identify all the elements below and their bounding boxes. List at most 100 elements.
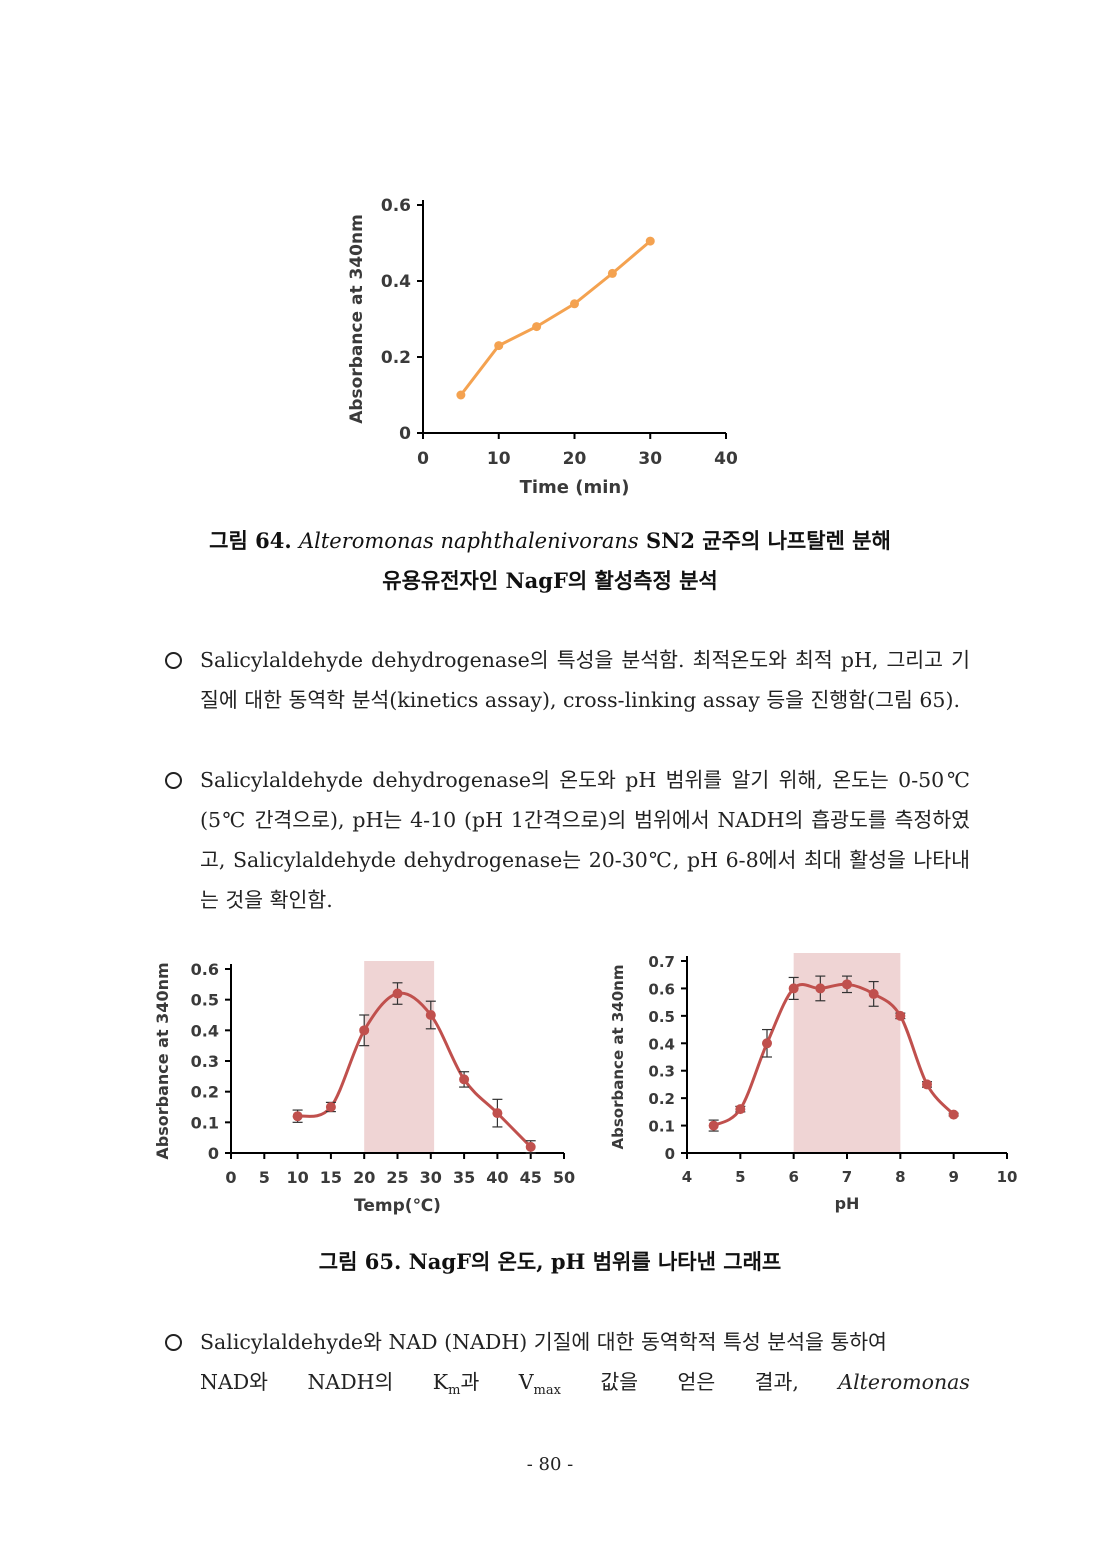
bullet-circle-icon xyxy=(165,1334,182,1351)
x-tick-label: 40 xyxy=(486,1168,508,1187)
vmax-term: Vmax xyxy=(518,1370,561,1399)
figure-64-caption-suffix: SN2 균주의 나프탈렌 분해 xyxy=(638,528,891,553)
y-tick-label: 0.4 xyxy=(191,1021,219,1040)
y-axis-label: Absorbance at 340nm xyxy=(347,214,367,424)
word-obtained: 얻은 xyxy=(677,1370,716,1394)
x-tick-label: 30 xyxy=(420,1168,442,1187)
series-line xyxy=(297,991,532,1148)
page-number: - 80 - xyxy=(526,1454,574,1475)
x-tick-label: 50 xyxy=(553,1168,575,1187)
ph-chart-svg: 0 0.1 0.2 0.3 0.4 0.5 0.6 0.7 4 5 6 7 8 9 10 pH Absorban… xyxy=(609,953,1018,1213)
x-tick-label: 20 xyxy=(563,449,587,469)
y-tick-label: 0.3 xyxy=(191,1052,219,1071)
y-axis-label: Absorbance at 340nm xyxy=(609,965,627,1150)
x-tick-label: 15 xyxy=(320,1168,342,1187)
x-tick-label: 0 xyxy=(225,1168,236,1187)
data-point xyxy=(868,988,879,999)
data-point xyxy=(392,988,403,999)
bullet-circle-icon xyxy=(165,772,182,789)
data-point xyxy=(292,1111,303,1122)
x-axis-label: Temp(℃) xyxy=(354,1196,441,1216)
bullet-circle-icon xyxy=(165,652,182,669)
paragraph-1: Salicylaldehyde dehydrogenase의 특성을 분석함. … xyxy=(165,640,970,720)
word-result: 결과, xyxy=(754,1370,799,1394)
word-value: 값을 xyxy=(600,1370,639,1394)
x-tick-label: 9 xyxy=(948,1168,958,1186)
figure-64-species: Alteromonas naphthalenivorans xyxy=(298,529,639,553)
paragraph-2: Salicylaldehyde dehydrogenase의 온도와 pH 범위… xyxy=(165,760,970,920)
y-tick-label: 0.6 xyxy=(191,960,219,979)
data-point xyxy=(425,1010,436,1020)
y-tick-label: 0.7 xyxy=(648,953,675,971)
x-axis-label: Time (min) xyxy=(520,477,630,498)
paragraph-3-line-1: Salicylaldehyde와 NAD (NADH) 기질에 대한 동역학적 … xyxy=(200,1330,887,1354)
y-tick-label: 0.6 xyxy=(381,196,411,216)
data-point xyxy=(570,299,579,309)
data-point xyxy=(359,1025,370,1036)
temperature-chart-svg: 0 0.1 0.2 0.3 0.4 0.5 0.6 0 5 10 15 20 25 30 35 40 45 50 T… xyxy=(153,960,575,1216)
y-tick-label: 0.4 xyxy=(381,272,411,292)
paragraph-3: Salicylaldehyde와 NAD (NADH) 기질에 대한 동역학적 … xyxy=(165,1322,970,1411)
data-point xyxy=(607,268,617,278)
x-tick-label: 0 xyxy=(417,449,429,469)
x-tick-label: 7 xyxy=(842,1168,852,1186)
y-tick-label: 0.2 xyxy=(191,1083,219,1102)
word-nadh: NADH의 xyxy=(307,1370,394,1394)
x-tick-label: 10 xyxy=(997,1168,1018,1186)
data-point xyxy=(492,1108,503,1119)
x-tick-label: 30 xyxy=(638,449,662,469)
y-tick-label: 0.4 xyxy=(648,1035,675,1053)
y-tick-label: 0 xyxy=(208,1144,219,1163)
word-nad: NAD와 xyxy=(200,1370,269,1394)
paragraph-1-text: Salicylaldehyde dehydrogenase의 특성을 분석함. … xyxy=(200,648,970,712)
paragraph-2-text: Salicylaldehyde dehydrogenase의 온도와 pH 범위… xyxy=(200,768,970,912)
y-tick-label: 0.2 xyxy=(648,1090,675,1108)
data-point xyxy=(459,1074,470,1085)
x-tick-label: 40 xyxy=(714,449,738,469)
data-point xyxy=(922,1079,932,1090)
time-course-chart: 0 0.2 0.4 0.6 0 10 20 30 40 Time (min) Absorbance … xyxy=(340,185,760,515)
data-point xyxy=(735,1104,746,1115)
figure-65-caption: 그림 65. NagF의 온도, pH 범위를 나타낸 그래프 xyxy=(318,1249,782,1274)
x-tick-label: 10 xyxy=(286,1168,308,1187)
data-point xyxy=(815,983,826,994)
y-tick-label: 0 xyxy=(399,424,411,444)
y-axis-label: Absorbance at 340nm xyxy=(153,962,172,1159)
data-point xyxy=(525,1141,536,1152)
paragraph-3-text: Salicylaldehyde와 NAD (NADH) 기질에 대한 동역학적 … xyxy=(200,1322,970,1411)
data-point xyxy=(325,1102,336,1112)
y-tick-label: 0.5 xyxy=(191,991,219,1010)
y-tick-label: 0 xyxy=(665,1145,675,1163)
series-line xyxy=(712,982,955,1127)
x-tick-label: 5 xyxy=(735,1168,745,1186)
x-tick-label: 5 xyxy=(259,1168,270,1187)
temperature-chart: 0 0.1 0.2 0.3 0.4 0.5 0.6 0 5 10 15 20 25 30 35 40 45 50 T… xyxy=(150,945,580,1225)
data-point xyxy=(708,1120,719,1131)
x-tick-label: 4 xyxy=(682,1168,692,1186)
paragraph-3-line-2: NAD와 NADH의 Km과 Vmax 값을 얻은 결과, Alteromona… xyxy=(200,1362,970,1411)
y-tick-label: 0.6 xyxy=(648,980,675,998)
y-tick-label: 0.5 xyxy=(648,1008,675,1026)
data-point xyxy=(494,341,504,351)
ph-chart: 0 0.1 0.2 0.3 0.4 0.5 0.6 0.7 4 5 6 7 8 9 10 pH Absorban… xyxy=(605,945,1035,1225)
data-point xyxy=(532,322,542,332)
figure-64-caption-prefix: 그림 64. xyxy=(209,528,299,553)
series-line xyxy=(459,239,652,396)
x-tick-label: 20 xyxy=(353,1168,375,1187)
x-tick-label: 10 xyxy=(487,449,511,469)
x-tick-label: 35 xyxy=(453,1168,475,1187)
y-tick-label: 0.2 xyxy=(381,348,411,368)
data-point xyxy=(895,1010,906,1021)
x-axis-label: pH xyxy=(835,1194,860,1213)
time-course-chart-svg: 0 0.2 0.4 0.6 0 10 20 30 40 Time (min) Absorbance … xyxy=(347,196,738,498)
km-term: Km과 xyxy=(432,1370,480,1399)
y-tick-label: 0.1 xyxy=(191,1113,219,1132)
data-point xyxy=(762,1038,772,1049)
y-tick-label: 0.3 xyxy=(648,1063,675,1081)
x-tick-label: 6 xyxy=(788,1168,798,1186)
data-point xyxy=(788,983,799,994)
data-point xyxy=(645,236,655,246)
x-tick-label: 45 xyxy=(520,1168,542,1187)
figure-64-caption: 그림 64. Alteromonas naphthalenivorans SN2… xyxy=(0,521,1100,601)
data-point xyxy=(948,1109,959,1120)
